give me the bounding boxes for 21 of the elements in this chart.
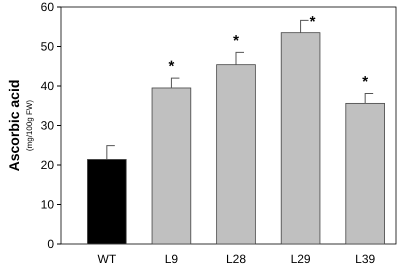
y-tick-label: 50	[40, 40, 54, 54]
annotation: *	[168, 58, 174, 76]
y-tick-label: 10	[40, 198, 54, 212]
y-tick-label: 20	[40, 158, 54, 172]
annotation: *	[310, 13, 316, 30]
bar	[280, 32, 320, 244]
x-tick-label: L39	[355, 252, 376, 266]
x-tick-label: L9	[164, 252, 178, 266]
y-axis-title: Ascorbic acid (mg/100g FW)	[6, 80, 34, 172]
x-tick-label: L28	[226, 252, 246, 266]
x-tick-label: L29	[290, 252, 311, 266]
bar	[345, 102, 385, 244]
y-tick-label: 60	[40, 0, 54, 14]
bar	[152, 88, 192, 244]
y-tick-label: 0	[47, 237, 54, 252]
annotation: *	[233, 32, 240, 50]
x-tick-label: WT	[98, 252, 117, 266]
y-tick-label: 30	[40, 118, 54, 133]
y-tick-label: 40	[40, 79, 54, 94]
bar	[216, 64, 256, 244]
annotation: *	[362, 74, 368, 91]
